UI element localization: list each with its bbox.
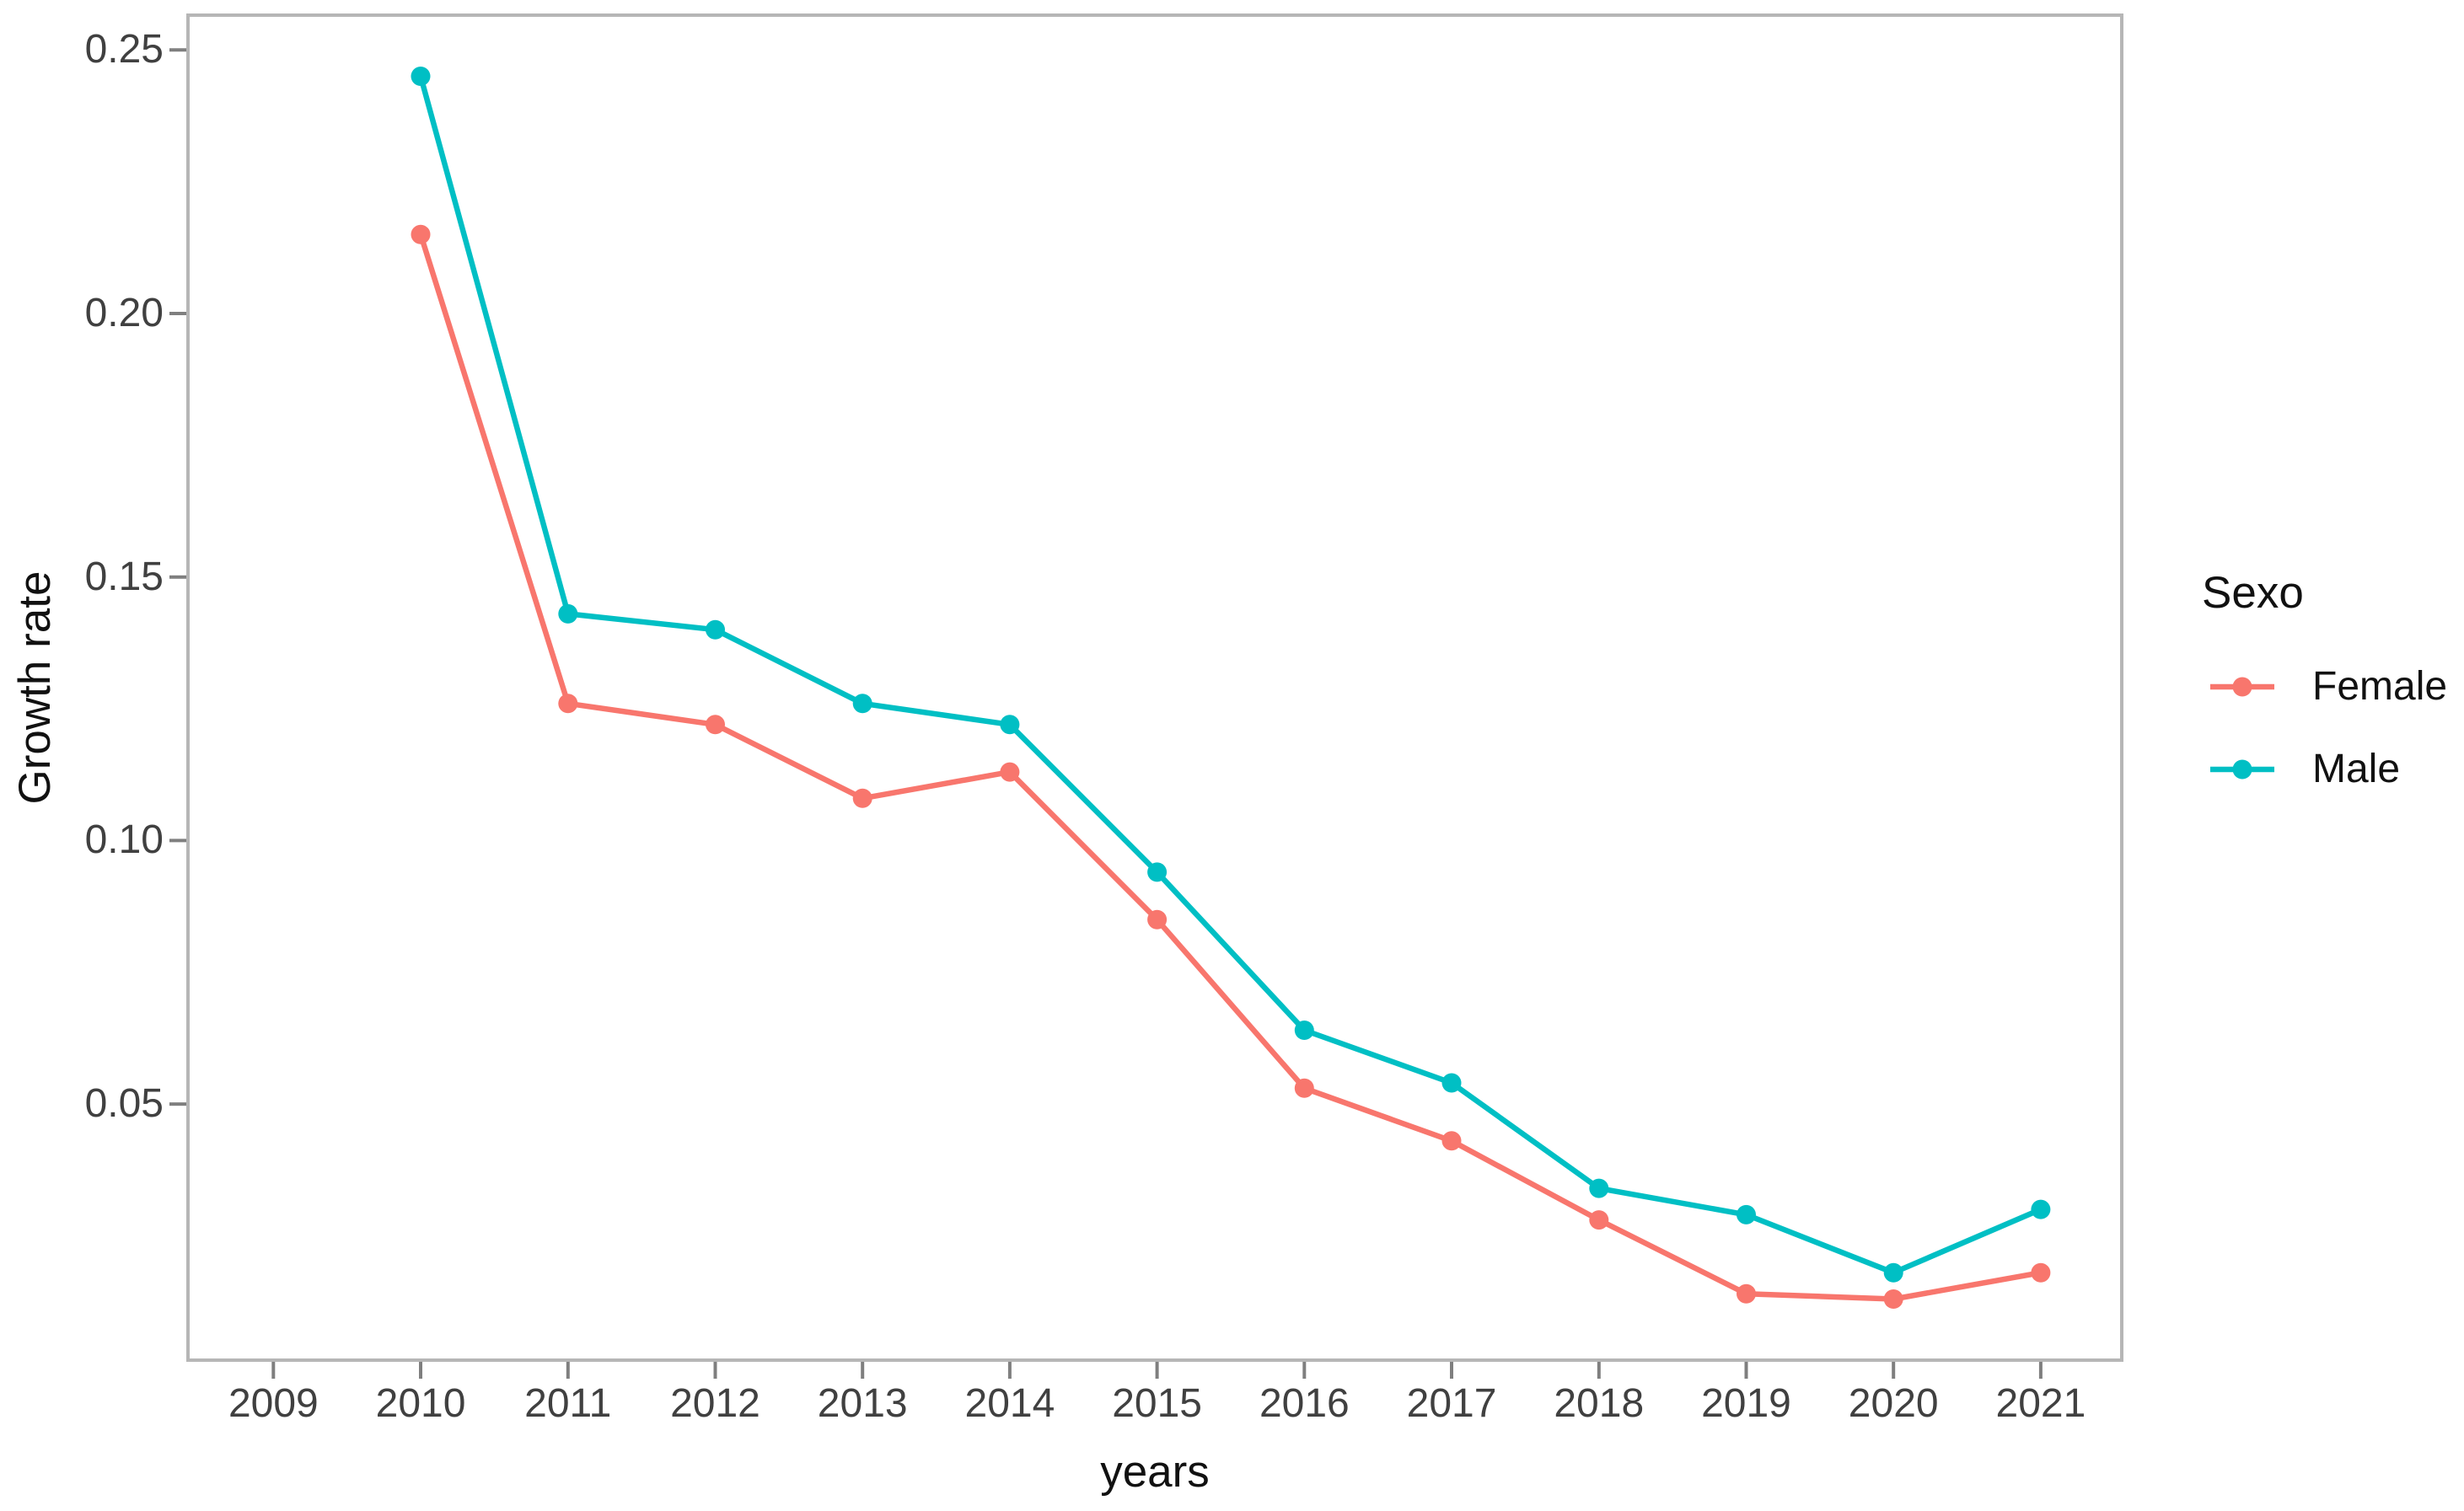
- x-tick-label: 2020: [1848, 1381, 1939, 1426]
- legend-key-male-point: [2232, 759, 2252, 780]
- legend-key-female-point: [2232, 677, 2252, 697]
- series-point-male: [706, 619, 725, 640]
- x-tick-label: 2015: [1112, 1381, 1202, 1426]
- series-point-male: [2031, 1199, 2051, 1219]
- series-point-male: [1589, 1178, 1609, 1198]
- series-point-male: [1737, 1204, 1756, 1224]
- series-point-male: [1000, 715, 1020, 735]
- series-point-male: [852, 694, 872, 714]
- series-point-female: [852, 788, 872, 808]
- y-tick-label: 0.15: [84, 554, 164, 599]
- series-point-female: [1441, 1131, 1462, 1151]
- x-tick-label: 2010: [375, 1381, 466, 1426]
- series-point-female: [1000, 762, 1020, 782]
- series-point-female: [1737, 1283, 1756, 1304]
- series-point-female: [706, 715, 725, 735]
- legend-entry-male: Male: [2204, 744, 2400, 795]
- series-point-female: [1883, 1289, 1903, 1309]
- series-point-female: [1589, 1210, 1609, 1230]
- series-point-female: [2031, 1262, 2051, 1283]
- series-point-female: [1147, 909, 1168, 930]
- legend-key-female: [2210, 677, 2274, 697]
- series-point-male: [1441, 1073, 1462, 1093]
- y-tick-label: 0.25: [84, 27, 164, 72]
- series-point-male: [1883, 1262, 1903, 1283]
- legend-label-female: Female: [2312, 664, 2448, 709]
- series-point-male: [1294, 1021, 1314, 1040]
- y-tick-label: 0.05: [84, 1081, 164, 1127]
- panel-border: [186, 13, 2123, 1362]
- series-point-male: [1147, 862, 1168, 882]
- y-axis-title: Growth rate: [10, 571, 60, 805]
- series-line-female: [417, 233, 2042, 1302]
- x-tick-label: 2019: [1701, 1381, 1791, 1426]
- series-point-female: [411, 224, 431, 244]
- x-tick-label: 2017: [1406, 1381, 1497, 1426]
- x-tick-label: 2013: [817, 1381, 908, 1426]
- x-tick-label: 2014: [964, 1381, 1055, 1426]
- x-axis-title: years: [1100, 1447, 1210, 1497]
- legend-key-male: [2210, 759, 2274, 780]
- x-tick-label: 2016: [1259, 1381, 1350, 1426]
- series-point-female: [558, 694, 578, 714]
- x-tick-label: 2009: [228, 1381, 319, 1426]
- series-point-male: [411, 67, 431, 86]
- x-tick-label: 2018: [1554, 1381, 1645, 1426]
- series-point-female: [1294, 1078, 1314, 1098]
- y-tick-label: 0.20: [84, 290, 164, 335]
- legend-title: Sexo: [2202, 568, 2304, 618]
- series-point-male: [558, 603, 578, 624]
- legend-label-male: Male: [2312, 747, 2401, 791]
- legend-entry-female: Female: [2204, 662, 2447, 712]
- x-tick-label: 2012: [670, 1381, 760, 1426]
- y-tick-label: 0.10: [84, 817, 164, 863]
- series-line-male: [417, 75, 2043, 1276]
- x-tick-label: 2011: [524, 1381, 612, 1426]
- x-tick-label: 2021: [1995, 1381, 2086, 1426]
